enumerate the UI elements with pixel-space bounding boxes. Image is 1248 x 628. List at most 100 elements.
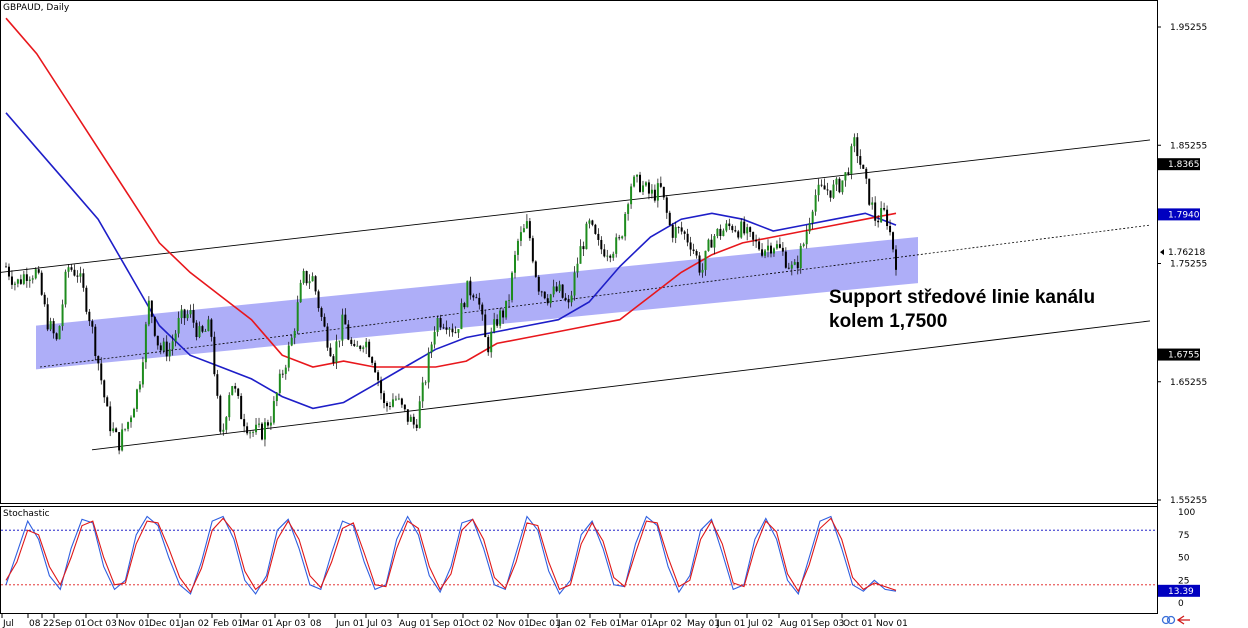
time-tick-label: Feb 01 bbox=[591, 619, 621, 628]
time-tick-label: Apr 02 bbox=[652, 619, 682, 628]
candle bbox=[94, 324, 97, 361]
candle bbox=[710, 234, 713, 248]
candle bbox=[722, 228, 725, 237]
candle bbox=[374, 360, 377, 373]
candle bbox=[874, 196, 877, 227]
candle bbox=[109, 401, 112, 437]
candle bbox=[278, 369, 281, 396]
candle bbox=[689, 236, 692, 257]
candle bbox=[582, 241, 585, 257]
candle bbox=[112, 422, 115, 433]
candle bbox=[147, 296, 150, 327]
candle bbox=[895, 245, 897, 276]
candle bbox=[138, 381, 141, 393]
candle bbox=[269, 416, 272, 430]
time-tick-label: Nov 01 bbox=[118, 619, 150, 628]
candle bbox=[674, 221, 677, 244]
time-tick-label: 08 bbox=[29, 619, 41, 628]
candle bbox=[531, 235, 534, 264]
candle bbox=[778, 237, 781, 249]
candle bbox=[106, 395, 109, 407]
candle bbox=[796, 255, 799, 275]
candle bbox=[508, 294, 511, 308]
candle bbox=[647, 179, 650, 200]
candle bbox=[168, 342, 171, 362]
candle bbox=[344, 308, 347, 325]
candle bbox=[772, 247, 775, 257]
price-tick-label: 1.75255 bbox=[1170, 260, 1207, 270]
candle bbox=[567, 294, 570, 309]
candle bbox=[775, 240, 778, 250]
candle bbox=[692, 243, 695, 255]
candle bbox=[237, 387, 240, 399]
candle bbox=[228, 392, 231, 421]
candle bbox=[457, 328, 460, 339]
candle bbox=[505, 300, 508, 320]
candle bbox=[781, 241, 784, 256]
candle bbox=[639, 171, 642, 193]
candle bbox=[880, 201, 883, 223]
candle bbox=[478, 292, 481, 310]
arrow-icon[interactable] bbox=[1176, 615, 1190, 625]
link-icon[interactable] bbox=[1161, 615, 1176, 625]
stochastic-value-bg bbox=[1158, 584, 1200, 597]
candle bbox=[442, 323, 445, 330]
candle bbox=[594, 223, 597, 235]
current-price-label: 1.79408 bbox=[1168, 210, 1205, 220]
candle bbox=[576, 257, 579, 278]
candle bbox=[314, 275, 317, 295]
candle bbox=[329, 343, 332, 357]
annotation-line-2: kolem 1,7500 bbox=[829, 311, 947, 332]
candle bbox=[302, 268, 305, 285]
candle bbox=[412, 413, 415, 429]
candle bbox=[758, 237, 761, 251]
candle bbox=[118, 431, 121, 455]
candle bbox=[186, 309, 189, 321]
candle bbox=[130, 415, 133, 428]
candle bbox=[403, 404, 406, 413]
candle bbox=[296, 295, 299, 335]
candle bbox=[263, 418, 266, 447]
candle bbox=[52, 318, 55, 339]
candle bbox=[281, 369, 284, 378]
candle bbox=[862, 164, 865, 170]
candle bbox=[713, 233, 716, 255]
candle bbox=[311, 272, 314, 282]
candle bbox=[734, 225, 737, 233]
stochastic-tick-label: 50 bbox=[1178, 554, 1190, 564]
time-tick-label: Jan 02 bbox=[180, 619, 209, 628]
candle bbox=[249, 430, 252, 439]
candle bbox=[246, 422, 249, 436]
candle bbox=[49, 317, 52, 332]
candle bbox=[564, 293, 567, 302]
candle bbox=[865, 167, 868, 185]
candle bbox=[641, 180, 644, 195]
candle bbox=[883, 202, 886, 212]
time-tick-label: Nov 01 bbox=[876, 619, 908, 628]
channel-lower-line bbox=[91, 320, 1151, 451]
candle bbox=[275, 391, 278, 407]
candle bbox=[811, 209, 814, 230]
candle bbox=[698, 252, 701, 276]
candle bbox=[31, 275, 34, 284]
candle bbox=[64, 269, 67, 308]
time-tick-label: Sep 03 bbox=[813, 619, 844, 628]
candle bbox=[737, 229, 740, 240]
time-tick-label: Jul bbox=[2, 619, 14, 628]
candle bbox=[549, 293, 552, 308]
stochastic-tick-label: 25 bbox=[1178, 576, 1189, 586]
candle bbox=[555, 281, 558, 293]
time-tick-label: Dec 01 bbox=[529, 619, 561, 628]
candle bbox=[255, 418, 258, 435]
candle bbox=[472, 293, 475, 301]
current-price-label: 1.67555 bbox=[1168, 351, 1205, 361]
price-label-bg bbox=[1158, 158, 1200, 171]
symbol-label: GBPAUD, Daily bbox=[3, 3, 70, 13]
candle bbox=[516, 238, 519, 261]
candle bbox=[356, 340, 359, 347]
candle bbox=[213, 331, 216, 377]
current-price-label: 1.76218 bbox=[1168, 248, 1205, 258]
candle bbox=[25, 267, 28, 288]
candle bbox=[391, 393, 394, 408]
